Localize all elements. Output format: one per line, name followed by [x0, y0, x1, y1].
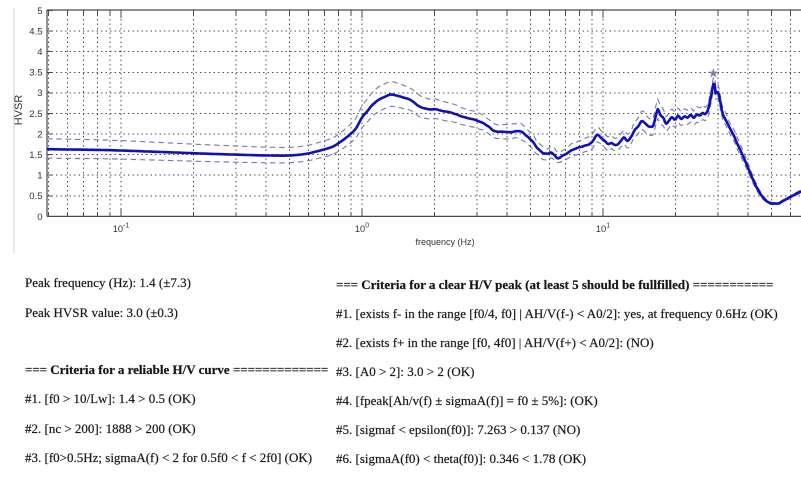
svg-text:101: 101: [596, 223, 610, 234]
svg-text:0: 0: [37, 212, 42, 223]
svg-text:3: 3: [37, 88, 42, 99]
svg-text:1.5: 1.5: [29, 150, 42, 161]
svg-text:2: 2: [37, 129, 42, 140]
svg-text:2.5: 2.5: [29, 109, 42, 120]
svg-text:HVSR: HVSR: [13, 95, 25, 126]
svg-text:100: 100: [355, 223, 369, 234]
svg-text:4: 4: [37, 47, 42, 58]
svg-text:10-1: 10-1: [113, 223, 130, 234]
svg-text:4.5: 4.5: [29, 27, 42, 38]
svg-text:1: 1: [37, 171, 42, 182]
svg-text:3.5: 3.5: [29, 68, 42, 79]
svg-text:frequency (Hz): frequency (Hz): [415, 237, 474, 247]
svg-text:5: 5: [37, 6, 42, 17]
svg-text:0.5: 0.5: [29, 191, 42, 202]
